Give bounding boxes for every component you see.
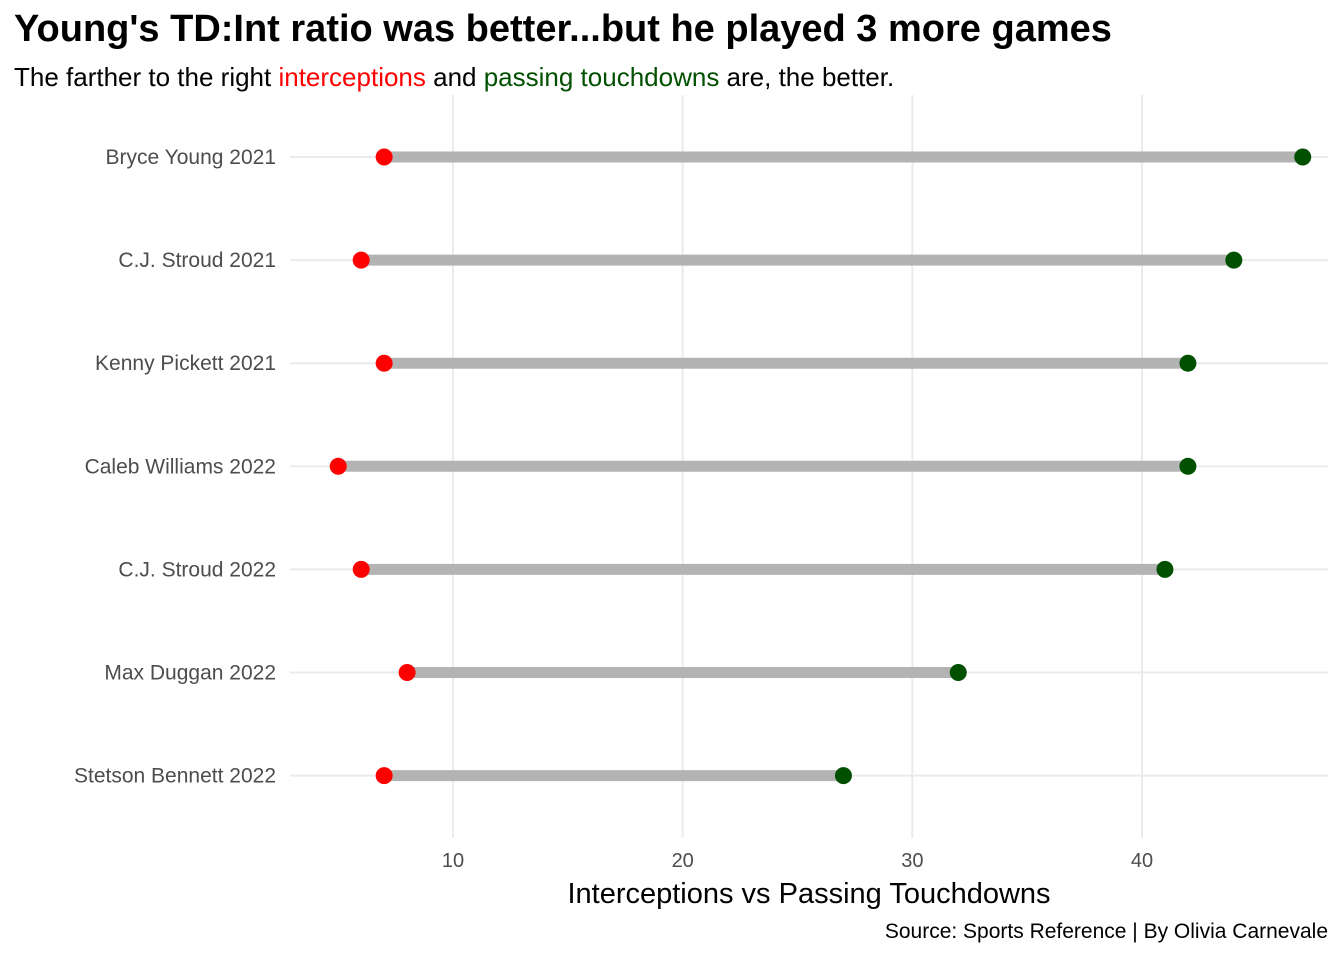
touchdowns-point-caleb-williams-2022 (1179, 457, 1197, 475)
x-tick-label-10: 10 (442, 850, 464, 872)
subtitle-interceptions-word: interceptions (278, 62, 426, 92)
interceptions-point-kenny-pickett-2021 (375, 354, 393, 372)
dumbbell-segments (338, 151, 1303, 782)
interceptions-point-caleb-williams-2022 (329, 457, 347, 475)
subtitle-middle: and (425, 62, 484, 92)
x-tick-label-40: 40 (1131, 850, 1153, 872)
chart-caption: Source: Sports Reference | By Olivia Car… (884, 920, 1328, 943)
touchdowns-point-c-j-stroud-2021 (1225, 251, 1243, 269)
touchdowns-point-c-j-stroud-2022 (1156, 560, 1174, 578)
subtitle-prefix: The farther to the right (14, 62, 279, 92)
interceptions-point-bryce-young-2021 (375, 148, 393, 166)
interceptions-point-c-j-stroud-2022 (352, 560, 370, 578)
touchdowns-point-bryce-young-2021 (1294, 148, 1312, 166)
chart-title: Young's TD:Int ratio was better...but he… (14, 8, 1112, 50)
chart-subtitle: The farther to the right interceptions a… (14, 62, 894, 93)
dumbbell-points (329, 148, 1312, 785)
x-tick-label-20: 20 (672, 850, 694, 872)
interceptions-point-max-duggan-2022 (398, 664, 416, 681)
y-label-bryce-young-2021: Bryce Young 2021 (106, 146, 276, 169)
interceptions-point-stetson-bennett-2022 (375, 767, 393, 785)
y-label-stetson-bennett-2022: Stetson Bennett 2022 (74, 765, 276, 788)
touchdowns-point-max-duggan-2022 (949, 664, 967, 681)
axis-labels: 10 20 30 40 Bryce Young 2021 C.J. Stroud 2021… (74, 146, 1153, 872)
y-label-max-duggan-2022: Max Duggan 2022 (104, 662, 276, 685)
x-axis-title: Interceptions vs Passing Touchdowns (567, 878, 1050, 910)
touchdowns-point-stetson-bennett-2022 (834, 767, 852, 785)
touchdowns-point-kenny-pickett-2021 (1179, 354, 1197, 372)
y-label-c-j-stroud-2021: C.J. Stroud 2021 (118, 249, 276, 272)
y-label-caleb-williams-2022: Caleb Williams 2022 (85, 455, 276, 478)
y-label-kenny-pickett-2021: Kenny Pickett 2021 (95, 352, 276, 375)
x-tick-label-30: 30 (901, 850, 923, 872)
y-label-c-j-stroud-2022: C.J. Stroud 2022 (118, 558, 276, 581)
interceptions-point-c-j-stroud-2021 (352, 251, 370, 269)
subtitle-touchdowns-word: passing touchdowns (483, 62, 720, 92)
subtitle-suffix: are, the better. (719, 62, 895, 92)
